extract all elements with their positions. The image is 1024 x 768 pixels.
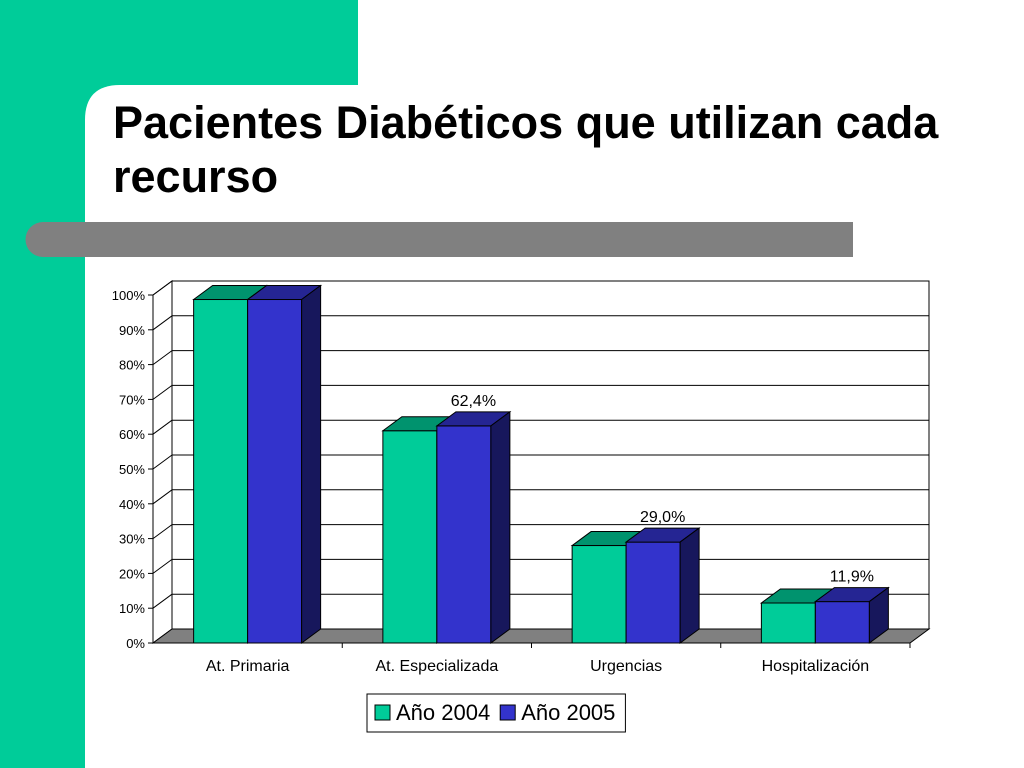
bar-front	[625, 541, 681, 644]
y-tick-label: 0%	[126, 636, 145, 651]
gridline-side	[152, 489, 173, 505]
bar-side	[301, 284, 322, 644]
y-tick-label: 50%	[119, 462, 145, 477]
y-tick-label: 60%	[119, 427, 145, 442]
y-tick-label: 80%	[119, 358, 145, 373]
bar-front	[247, 299, 303, 644]
y-tick-label: 10%	[119, 601, 145, 616]
bar	[246, 284, 323, 644]
gridline-side	[152, 315, 173, 331]
gridline-side	[152, 454, 173, 470]
gridline-side	[152, 558, 173, 574]
y-tick-label: 30%	[119, 532, 145, 547]
y-tick-label: 70%	[119, 392, 145, 407]
bar-side	[490, 410, 511, 644]
bar	[435, 410, 512, 644]
data-label: 62,4%	[451, 393, 496, 410]
bar	[813, 586, 890, 644]
x-tick-label: Urgencias	[590, 658, 662, 675]
legend-label: Año 2004	[396, 700, 490, 725]
legend-swatch	[374, 704, 391, 721]
gridline-side	[152, 419, 173, 435]
legend-label: Año 2005	[521, 700, 615, 725]
legend: Año 2004 Año 2005	[366, 693, 626, 733]
data-label: 11,9%	[830, 569, 874, 586]
y-tick-label: 90%	[119, 323, 145, 338]
bar-front	[436, 425, 492, 644]
x-tick-label: Hospitalización	[762, 658, 870, 675]
bar	[624, 527, 701, 644]
bar-side	[868, 586, 889, 644]
gridline-side	[152, 350, 173, 366]
gridline-side	[152, 593, 173, 609]
bar-front	[193, 299, 249, 644]
legend-box	[366, 693, 626, 733]
legend-swatch	[499, 704, 516, 721]
title-underline-band	[25, 222, 853, 257]
y-tick-label: 40%	[119, 497, 145, 512]
data-label: 29,0%	[640, 509, 685, 526]
bar-front	[382, 430, 438, 644]
slide-title: Pacientes Diabéticos que utilizan cada r…	[113, 97, 939, 202]
y-tick-label: 100%	[112, 288, 146, 303]
bar-front	[760, 602, 816, 644]
gridline-side	[152, 384, 173, 400]
gridline-side	[152, 280, 173, 296]
x-tick-label: At. Primaria	[206, 658, 290, 675]
bar-side	[679, 527, 700, 644]
bars	[192, 284, 890, 644]
y-tick-label: 20%	[119, 566, 145, 581]
bar-front	[814, 601, 870, 644]
gridline-side	[152, 524, 173, 540]
bar-front	[571, 545, 627, 644]
x-tick-label: At. Especializada	[376, 658, 499, 675]
